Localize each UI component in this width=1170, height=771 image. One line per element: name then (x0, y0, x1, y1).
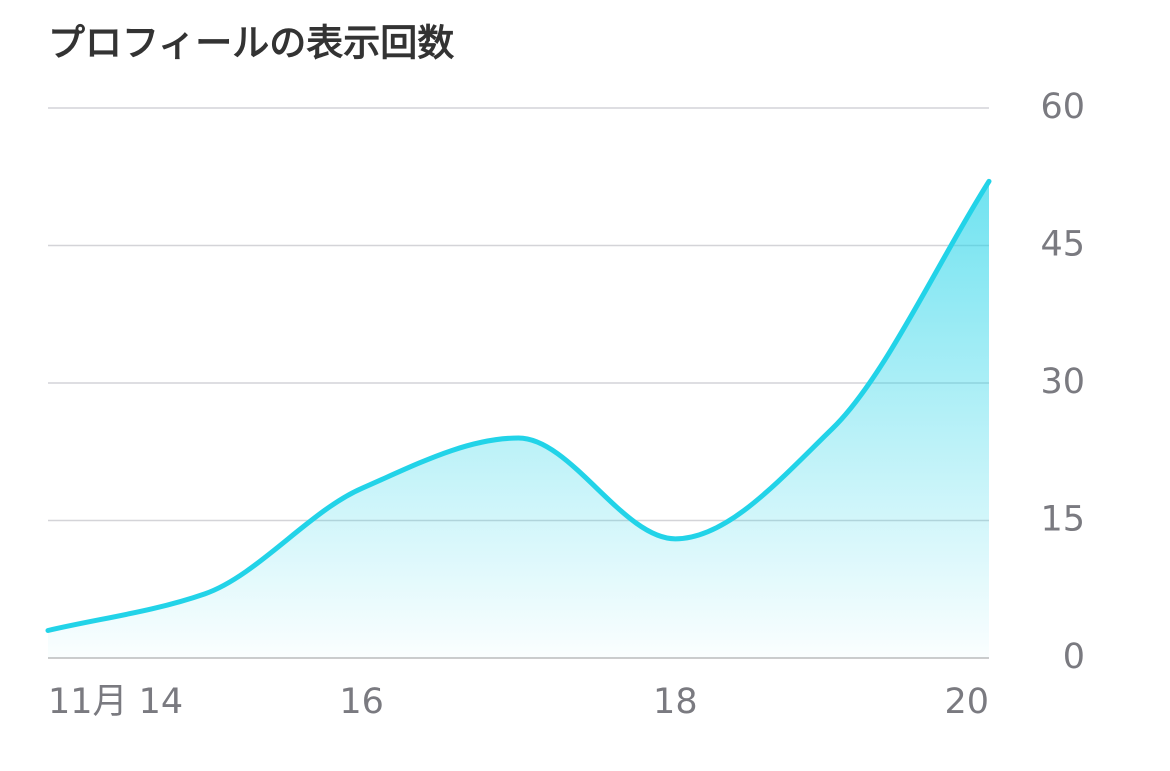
y-tick-label: 15 (1040, 500, 1085, 540)
x-tick-label: 20 (944, 682, 989, 722)
y-tick-label: 30 (1040, 362, 1085, 402)
y-tick-label: 45 (1040, 225, 1085, 265)
area-fill (48, 181, 989, 659)
y-tick-label: 0 (1063, 637, 1085, 677)
y-tick-label: 60 (1040, 87, 1085, 127)
x-tick-label: 18 (653, 682, 698, 722)
line (45, 178, 992, 633)
x-tick-label: 11月 14 (48, 682, 183, 722)
x-tick-label: 16 (339, 682, 384, 722)
chart-title: プロフィールの表示回数 (48, 22, 454, 65)
